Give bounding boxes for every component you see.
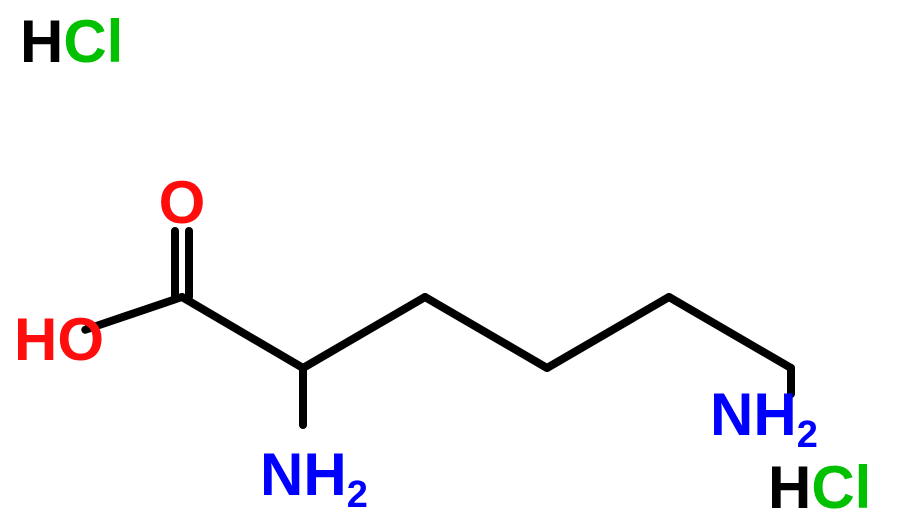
atom-label-part: 2	[347, 474, 368, 516]
atom-label-O2: HO	[14, 306, 104, 373]
atom-label-part: 2	[797, 414, 818, 456]
atom-label-part: N	[260, 441, 303, 508]
atom-label-part: N	[710, 381, 753, 448]
atom-label-part: Cl	[63, 8, 123, 75]
atom-label-part: Cl	[811, 454, 871, 521]
molecule-canvas: OHONH2NH2HClHCl	[0, 0, 913, 526]
atom-label-part: H	[753, 381, 796, 448]
atom-label-part: H	[303, 441, 346, 508]
atom-label-part: H	[14, 306, 57, 373]
atom-label-HCl1: HCl	[20, 8, 123, 75]
atom-label-part: O	[57, 306, 104, 373]
atom-label-part: H	[20, 8, 63, 75]
atom-label-part: H	[768, 454, 811, 521]
atom-label-HCl2: HCl	[768, 454, 871, 521]
atom-label-O1: O	[159, 169, 206, 236]
